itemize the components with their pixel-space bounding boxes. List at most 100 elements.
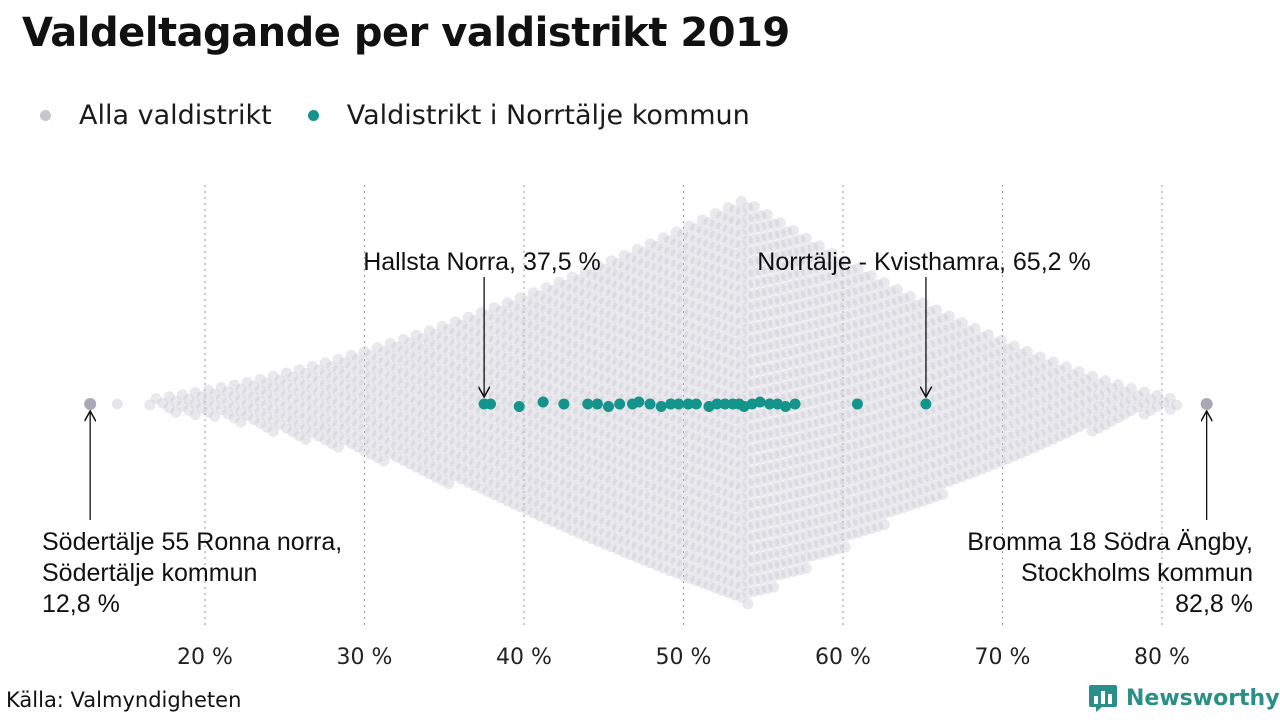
data-point: [768, 361, 780, 373]
data-point: [241, 387, 253, 399]
data-point: [852, 339, 864, 351]
data-point: [696, 412, 708, 424]
data-point: [898, 403, 910, 414]
data-point: [488, 478, 500, 490]
data-point: [638, 510, 650, 522]
data-point: [1125, 383, 1137, 394]
data-point: [670, 479, 682, 491]
data-point: [449, 349, 461, 361]
data-point: [384, 415, 396, 426]
data-point: [664, 422, 676, 433]
data-point: [482, 365, 494, 377]
data-point: [456, 385, 468, 397]
data-point: [527, 474, 539, 486]
data-point: [709, 362, 721, 374]
data-point: [865, 347, 877, 358]
data-point: [482, 321, 494, 333]
data-point: [1021, 368, 1033, 379]
data-point: [1047, 367, 1059, 379]
data-point: [670, 303, 682, 315]
data-point: [833, 279, 845, 291]
data-point: [586, 489, 598, 501]
data-point: [540, 425, 552, 437]
data-point: [222, 386, 234, 398]
data-point: [748, 288, 760, 300]
data-point: [872, 466, 884, 478]
data-point: [514, 424, 526, 436]
data-point: [696, 445, 708, 457]
data-point: [391, 363, 403, 375]
data-point: [248, 391, 260, 403]
data-point: [826, 292, 838, 303]
data-point: [592, 271, 604, 283]
data-point: [807, 363, 819, 375]
data-point: [911, 365, 923, 377]
data-point: [1008, 373, 1020, 385]
data-point: [930, 447, 942, 459]
data-point: [553, 409, 565, 420]
data-point: [995, 400, 1007, 412]
data-point: [605, 497, 617, 509]
data-point: [989, 447, 1001, 459]
data-point: [592, 425, 604, 437]
data-point: [800, 375, 812, 387]
data-point: [677, 251, 689, 262]
data-point: [495, 404, 507, 416]
data-point: [696, 511, 708, 523]
data-point: [1067, 380, 1079, 392]
data-point: [794, 542, 806, 554]
data-point: [846, 275, 858, 287]
data-point: [761, 462, 773, 473]
data-point: [709, 439, 721, 451]
data-point: [417, 465, 429, 476]
data-point: [1008, 340, 1020, 352]
data-point: [638, 477, 650, 489]
data-point: [696, 269, 708, 281]
data-point: [794, 355, 806, 367]
data-point: [449, 470, 461, 482]
data-point: [976, 419, 988, 431]
data-point: [846, 308, 858, 320]
data-point: [410, 439, 422, 451]
data-point: [956, 371, 968, 383]
data-point: [1008, 417, 1020, 429]
data-point: [852, 262, 864, 274]
data-point: [579, 519, 591, 531]
data-point: [716, 221, 728, 233]
data-point: [625, 549, 637, 561]
data-point: [852, 515, 864, 527]
data-point: [605, 431, 617, 443]
data-point: [605, 354, 617, 366]
data-point: [1060, 427, 1072, 439]
data-point: [995, 411, 1007, 423]
data-point: [839, 354, 851, 366]
data-point: [586, 445, 598, 457]
data-point: [352, 375, 364, 387]
data-point: [1119, 397, 1131, 409]
data-point: [885, 495, 897, 507]
data-point: [449, 459, 461, 471]
data-point: [664, 444, 676, 455]
data-point: [553, 486, 565, 497]
data-point: [820, 403, 832, 415]
data-point: [846, 462, 858, 474]
data-point: [655, 401, 667, 412]
data-point: [989, 392, 1001, 404]
data-point: [709, 538, 721, 550]
data-point: [625, 483, 637, 495]
data-point: [1080, 385, 1092, 396]
data-point: [657, 485, 669, 497]
data-point: [215, 382, 227, 394]
data-point: [579, 277, 591, 289]
data-point: [976, 397, 988, 409]
data-point: [560, 433, 572, 445]
data-point: [280, 422, 292, 434]
data-point: [683, 506, 695, 518]
data-point: [930, 436, 942, 448]
data-point: [937, 389, 949, 401]
data-point: [703, 370, 715, 382]
data-point: [410, 406, 422, 418]
data-point: [846, 451, 858, 463]
data-point: [950, 374, 962, 386]
data-point: [774, 503, 786, 515]
